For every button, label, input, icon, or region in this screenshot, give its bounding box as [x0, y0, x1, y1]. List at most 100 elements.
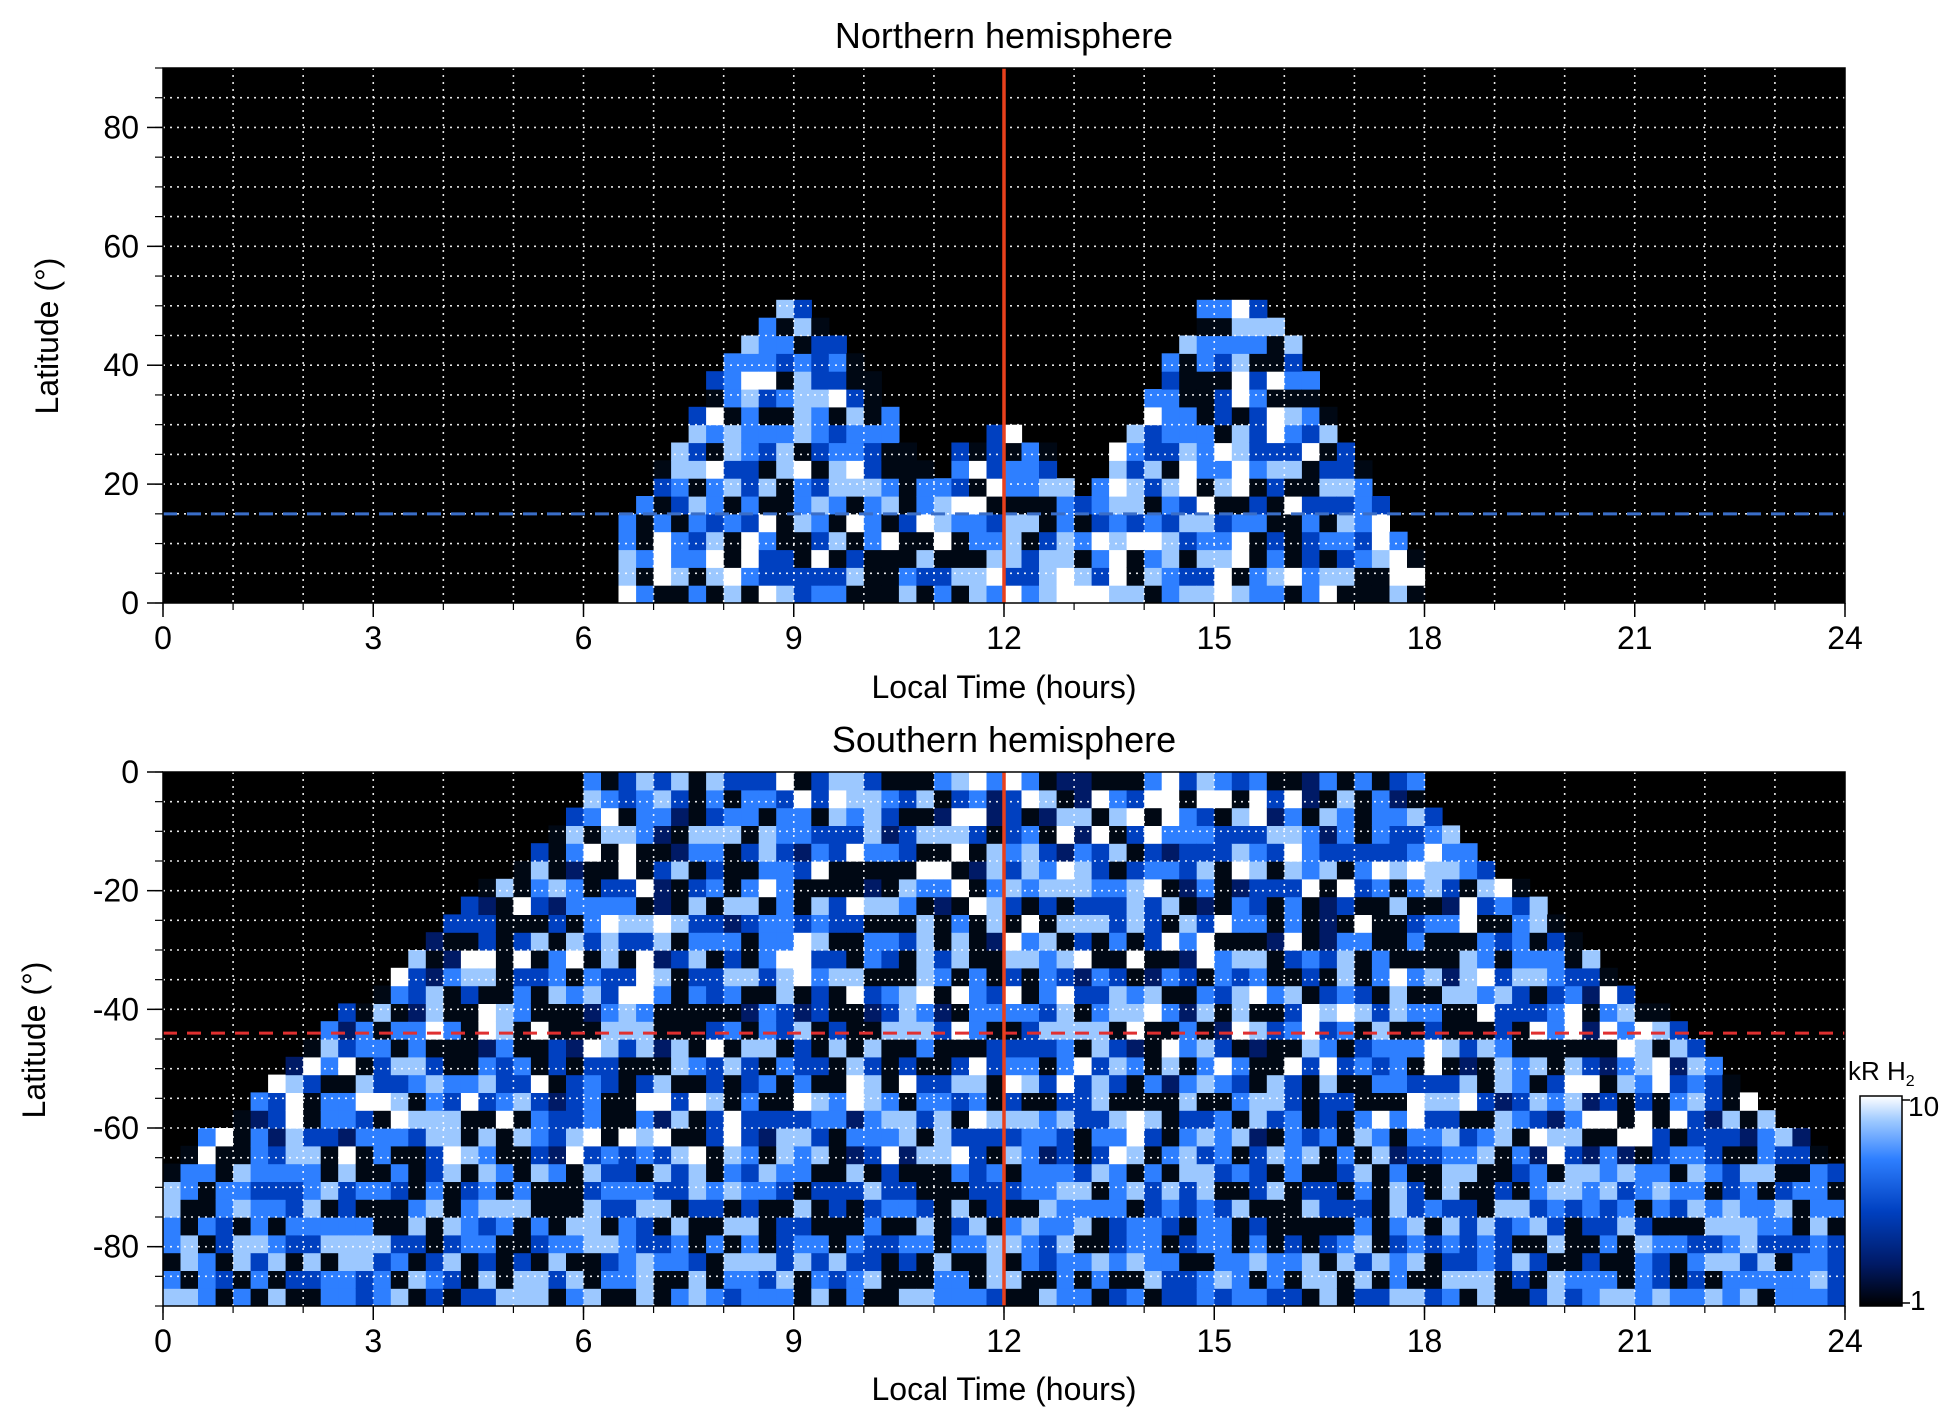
emission-cell: [1231, 460, 1250, 479]
emission-cell: [408, 1270, 427, 1289]
emission-cell: [1459, 1217, 1478, 1236]
emission-cell: [653, 460, 672, 479]
emission-cell: [1301, 496, 1320, 515]
emission-cell: [601, 861, 620, 880]
emission-cell: [1722, 1074, 1741, 1093]
emission-cell: [1774, 1234, 1793, 1254]
emission-cell: [1512, 914, 1531, 933]
emission-cell: [881, 1021, 900, 1040]
emission-cell: [460, 1270, 479, 1289]
emission-cell: [969, 985, 988, 1004]
emission-cell: [1389, 585, 1408, 603]
emission-cell: [933, 861, 952, 880]
emission-cell: [828, 567, 847, 586]
emission-cell: [688, 1252, 707, 1271]
emission-cell: [636, 1217, 655, 1236]
emission-cell: [320, 1270, 339, 1289]
emission-cell: [881, 1163, 900, 1182]
emission-cell: [671, 843, 690, 862]
emission-cell: [1687, 1181, 1706, 1200]
colorbar-label-subscript: 2: [1906, 1073, 1915, 1090]
emission-cell: [1371, 861, 1390, 880]
emission-cell: [408, 1128, 427, 1147]
emission-cell: [916, 549, 935, 568]
emission-cell: [653, 825, 672, 844]
colorbar: kR H2 10 1: [1848, 1056, 1939, 1316]
emission-cell: [1126, 878, 1145, 898]
emission-cell: [513, 1181, 532, 1200]
emission-cell: [1407, 878, 1426, 898]
emission-cell: [636, 1163, 655, 1182]
emission-cell: [706, 807, 725, 826]
emission-cell: [285, 1092, 304, 1111]
emission-cell: [1091, 825, 1110, 844]
emission-cell: [1004, 1234, 1023, 1254]
emission-cell: [355, 1128, 374, 1147]
emission-cell: [373, 1199, 392, 1218]
emission-cell: [390, 1252, 409, 1271]
emission-cell: [933, 531, 952, 551]
emission-cell: [898, 950, 917, 969]
emission-cell: [793, 317, 812, 337]
emission-cell: [706, 1270, 725, 1289]
emission-cell: [969, 1145, 988, 1165]
emission-cell: [951, 896, 970, 915]
emission-cell: [1792, 1234, 1811, 1254]
emission-cell: [688, 950, 707, 969]
emission-cell: [618, 1234, 637, 1254]
y-tick-label: 20: [103, 466, 139, 502]
emission-cell: [636, 772, 655, 791]
emission-cell: [1039, 1288, 1058, 1306]
emission-cell: [1039, 807, 1058, 826]
emission-cell: [1354, 861, 1373, 880]
emission-cell: [408, 1074, 427, 1093]
emission-cell: [1792, 1199, 1811, 1218]
emission-cell: [951, 1074, 970, 1093]
emission-cell: [198, 1234, 217, 1254]
emission-cell: [653, 513, 672, 533]
emission-cell: [671, 1252, 690, 1271]
emission-cell: [548, 1092, 567, 1111]
emission-cell: [1284, 424, 1303, 444]
emission-cell: [653, 567, 672, 586]
emission-cell: [180, 1288, 199, 1306]
emission-cell: [460, 950, 479, 969]
emission-cell: [1494, 1145, 1513, 1165]
emission-cell: [933, 878, 952, 898]
emission-cell: [846, 1110, 865, 1129]
emission-cell: [618, 843, 637, 862]
emission-cell: [1669, 1092, 1688, 1111]
emission-cell: [776, 1270, 795, 1289]
emission-cell: [1301, 460, 1320, 479]
emission-cell: [1214, 1003, 1233, 1022]
emission-cell: [1301, 825, 1320, 844]
emission-cell: [1266, 567, 1285, 586]
emission-cell: [1442, 1163, 1461, 1182]
emission-cell: [1231, 442, 1250, 461]
emission-cell: [1512, 985, 1531, 1004]
emission-cell: [1021, 1092, 1040, 1111]
emission-cell: [303, 1092, 322, 1111]
emission-cell: [1494, 1163, 1513, 1182]
emission-cell: [1459, 843, 1478, 862]
emission-cell: [881, 1199, 900, 1218]
emission-cell: [1266, 914, 1285, 933]
emission-cell: [1424, 914, 1443, 933]
emission-cell: [776, 1163, 795, 1182]
emission-cell: [1231, 1074, 1250, 1093]
emission-cell: [916, 861, 935, 880]
emission-cell: [1494, 1252, 1513, 1271]
emission-cell: [1109, 825, 1128, 844]
emission-cell: [425, 1128, 444, 1147]
emission-cell: [285, 1128, 304, 1147]
emission-cell: [1144, 843, 1163, 862]
emission-cell: [530, 1110, 549, 1129]
emission-cell: [1056, 1252, 1075, 1271]
emission-cell: [969, 549, 988, 568]
emission-cell: [741, 914, 760, 933]
emission-cell: [408, 1039, 427, 1058]
emission-cell: [1407, 843, 1426, 862]
emission-cell: [723, 567, 742, 586]
emission-cell: [933, 1128, 952, 1147]
emission-cell: [425, 1003, 444, 1022]
